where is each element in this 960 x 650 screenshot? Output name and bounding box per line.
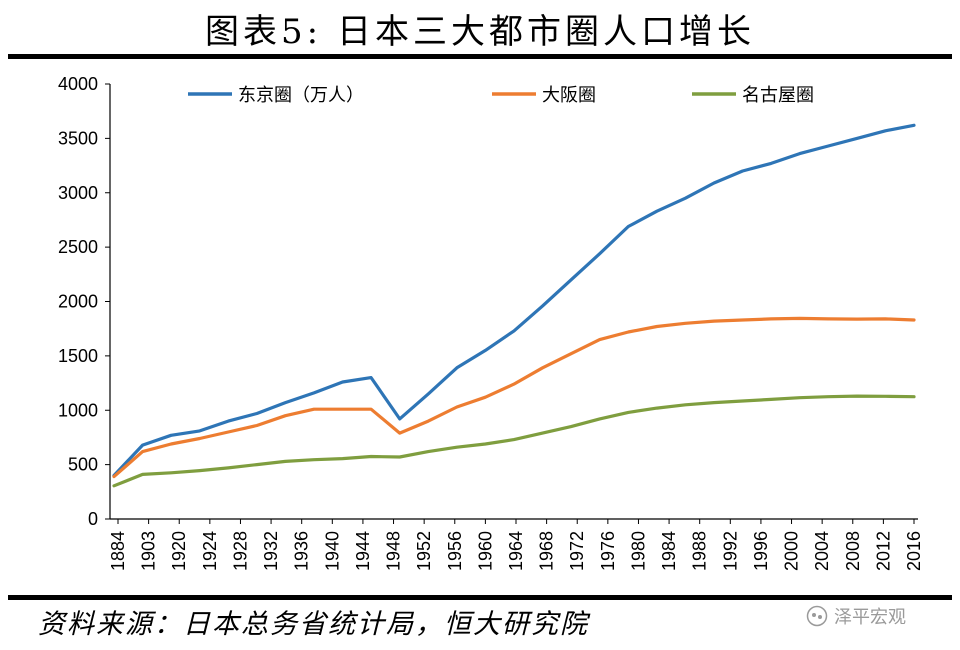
x-tick-label: 1928	[230, 531, 250, 571]
x-tick-label: 2008	[843, 531, 863, 571]
x-axis: 1884 1903 1920 1924 1928 1932 1936 1940 1944 1948…	[108, 518, 924, 571]
y-tick-label: 4000	[58, 74, 98, 94]
watermark-text: 泽平宏观	[834, 607, 906, 628]
x-tick-label: 1996	[751, 531, 771, 571]
x-tick-label: 1920	[169, 531, 189, 571]
x-tick-label: 2004	[812, 531, 832, 571]
x-tick-label: 2012	[873, 531, 893, 571]
x-tick-label: 1972	[567, 531, 587, 571]
x-tick-label: 1944	[353, 531, 373, 571]
legend-label-1: 大阪圈	[542, 85, 596, 106]
top-rule	[8, 54, 952, 59]
x-tick-label: 1980	[628, 531, 648, 571]
legend-label-0: 东京圈（万人）	[238, 85, 364, 106]
x-tick-label: 1960	[475, 531, 495, 571]
x-tick-label: 1984	[659, 531, 679, 571]
y-tick-label: 500	[68, 455, 98, 475]
series-line-0	[112, 123, 916, 478]
x-tick-label: 1903	[139, 531, 159, 571]
wechat-icon	[806, 605, 828, 627]
series-line-1	[112, 316, 916, 479]
x-tick-label: 2016	[904, 531, 924, 571]
y-tick-label: 0	[88, 509, 98, 529]
x-tick-label: 1992	[720, 531, 740, 571]
y-tick-label: 2000	[58, 292, 98, 312]
x-tick-label: 1924	[200, 531, 220, 571]
source-note: 资料来源：日本总务省统计局，恒大研究院	[38, 609, 589, 640]
watermark: 泽平宏观	[806, 603, 906, 629]
x-tick-label: 1988	[690, 531, 710, 571]
y-tick-label: 3500	[58, 128, 98, 148]
legend-label-2: 名古屋圈	[742, 85, 814, 106]
x-tick-label: 1932	[261, 531, 281, 571]
x-tick-label: 2000	[782, 531, 802, 571]
x-tick-label: 1952	[414, 531, 434, 571]
bottom-rule	[8, 595, 952, 600]
legend: 东京圈（万人） 大阪圈 名古屋圈	[188, 85, 814, 106]
y-tick-label: 2500	[58, 237, 98, 257]
x-tick-label: 1940	[322, 531, 342, 571]
x-tick-label: 1968	[537, 531, 557, 571]
series-lines	[112, 123, 916, 488]
x-tick-label: 1976	[598, 531, 618, 571]
x-tick-label: 1964	[506, 531, 526, 571]
series-line-2	[112, 394, 916, 488]
x-tick-label: 1936	[292, 531, 312, 571]
x-tick-label: 1948	[384, 531, 404, 571]
chart-title: 图表5: 日本三大都市圈人口增长	[205, 12, 755, 52]
y-tick-label: 1500	[58, 346, 98, 366]
x-tick-label: 1884	[108, 531, 128, 571]
y-axis: 0 500 1000 1500 2000 2500 3000 3500 4000	[58, 74, 111, 529]
line-chart: 0 500 1000 1500 2000 2500 3000 3500 4000 1884 190…	[58, 74, 924, 571]
y-tick-label: 1000	[58, 400, 98, 420]
y-tick-label: 3000	[58, 183, 98, 203]
x-tick-label: 1956	[445, 531, 465, 571]
